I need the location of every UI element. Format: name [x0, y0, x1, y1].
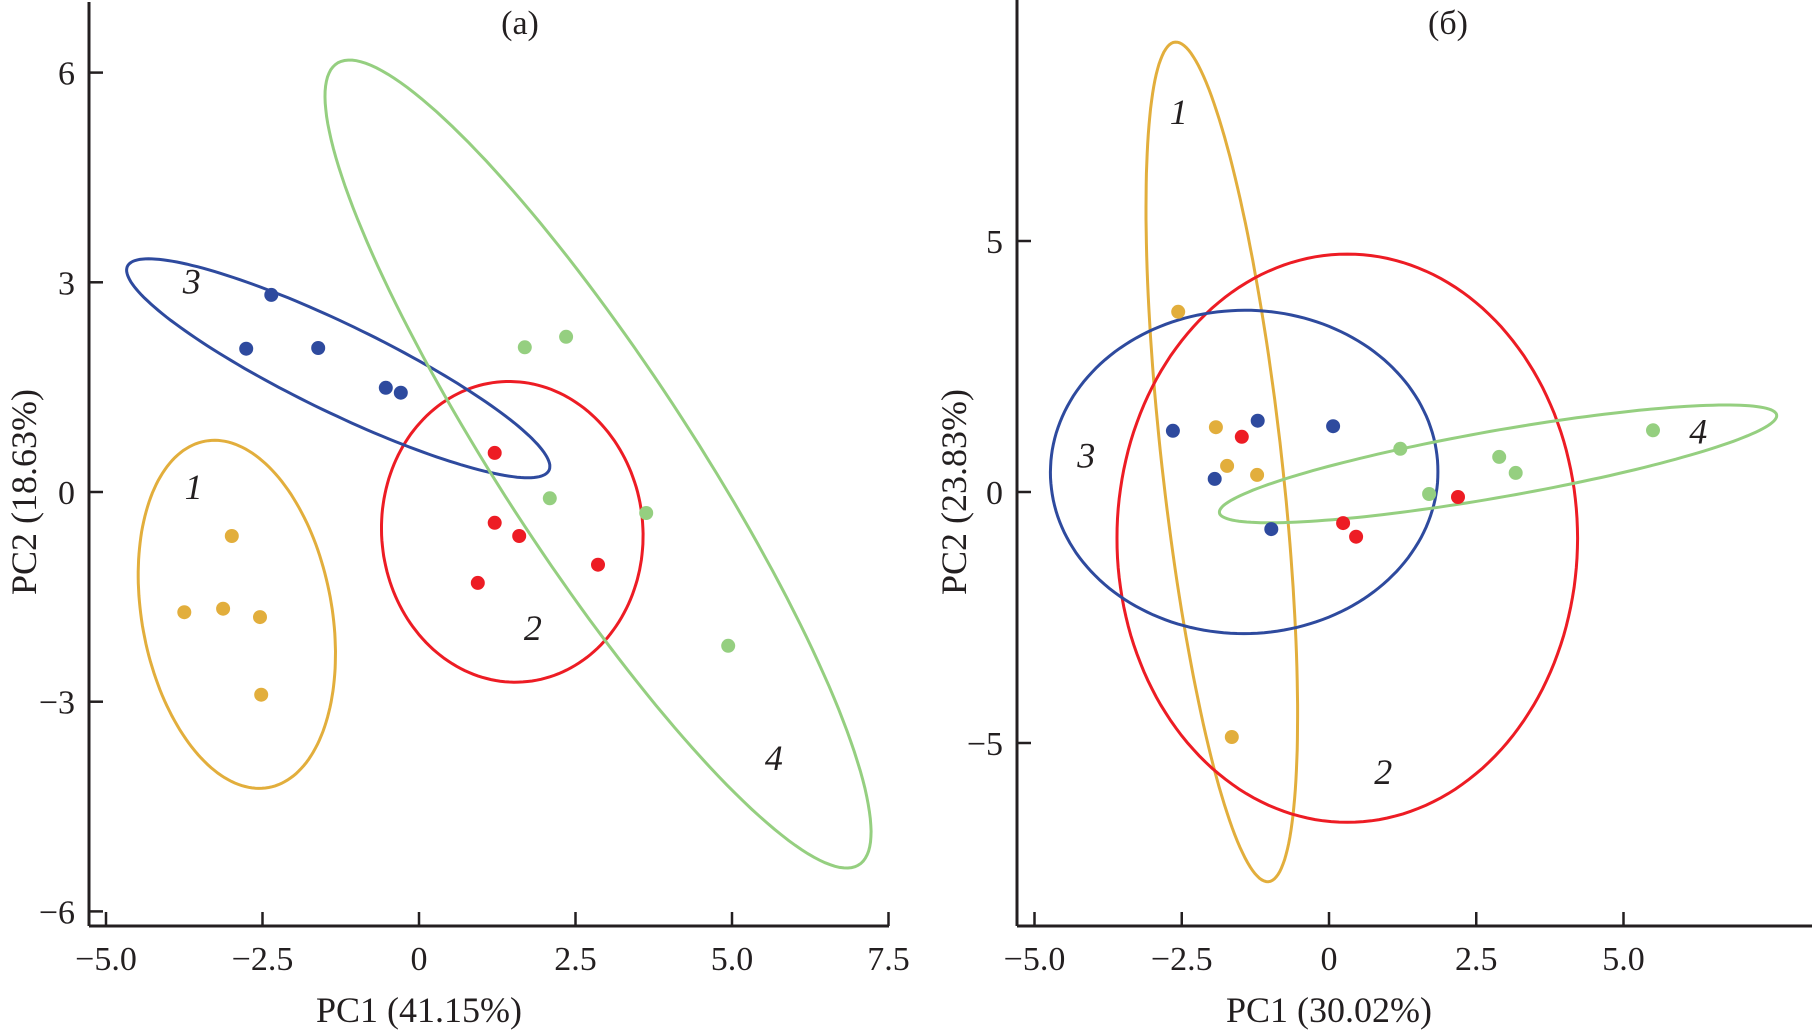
x-tick-label: 0	[1321, 941, 1338, 978]
y-tick-label: 0	[58, 475, 75, 512]
data-point-group-1	[216, 601, 231, 616]
data-point-group-4	[639, 506, 654, 520]
data-point-group-2	[470, 575, 485, 590]
y-tick-label: 3	[58, 265, 75, 302]
data-point-group-4	[517, 340, 532, 355]
panel-b-points	[1165, 304, 1660, 744]
data-point-group-1	[224, 529, 239, 543]
data-point-group-3	[393, 385, 408, 400]
panel-b-y-axis-title: PC2 (23.83%)	[934, 389, 974, 595]
data-point-group-4	[1508, 465, 1523, 480]
x-tick-label: 5.0	[1602, 941, 1645, 978]
data-point-group-3	[239, 341, 254, 356]
y-tick-label: 5	[986, 224, 1003, 261]
panel-a-x-axis-title: PC1 (41.15%)	[316, 990, 522, 1030]
data-point-group-2	[1234, 429, 1249, 444]
data-point-group-1	[1250, 467, 1265, 482]
panel-b-group-labels: 1 2 3 4	[1076, 92, 1707, 792]
x-tick-label: −2.5	[1151, 941, 1213, 978]
data-point-group-3	[1250, 413, 1265, 428]
data-point-group-2	[1336, 516, 1351, 531]
data-point-group-1	[254, 687, 269, 702]
group-label-4: 4	[1689, 412, 1707, 452]
data-point-group-3	[1326, 419, 1341, 434]
data-point-group-3	[378, 380, 393, 395]
x-tick-label: 0	[411, 941, 428, 978]
data-point-group-2	[487, 445, 502, 460]
group-label-1: 1	[185, 467, 203, 507]
data-point-group-1	[177, 605, 192, 620]
data-point-group-1	[1224, 730, 1239, 744]
x-tick-label: −5.0	[75, 941, 137, 978]
data-point-group-3	[311, 341, 326, 355]
confidence-ellipse-group-4	[323, 58, 873, 870]
group-label-3: 3	[182, 261, 201, 301]
data-point-group-4	[1492, 449, 1507, 464]
panel-a-ellipses	[125, 58, 873, 870]
data-point-group-1	[1171, 304, 1186, 319]
data-point-group-4	[1422, 487, 1437, 501]
y-tick-label: 6	[58, 56, 75, 93]
data-point-group-3	[264, 287, 279, 302]
data-point-group-2	[1451, 490, 1465, 504]
panel-b-title: (б)	[1428, 5, 1468, 42]
y-tick-label: 0	[986, 475, 1003, 512]
data-point-group-3	[1264, 522, 1279, 537]
group-label-1: 1	[1170, 92, 1188, 132]
data-point-group-2	[512, 529, 527, 543]
confidence-ellipse-group-4	[1217, 403, 1779, 525]
data-point-group-4	[1646, 423, 1660, 438]
panel-b-x-axis-title: PC1 (30.02%)	[1226, 990, 1432, 1030]
group-label-3: 3	[1076, 436, 1095, 476]
data-point-group-2	[591, 557, 605, 572]
y-tick-label: −5	[967, 726, 1003, 763]
data-point-group-1	[1208, 420, 1223, 435]
data-point-group-2	[1349, 529, 1364, 544]
data-point-group-4	[542, 491, 557, 506]
confidence-ellipse-group-3	[125, 257, 552, 480]
panel-a-group-labels: 1 2 3 4	[182, 261, 783, 778]
panel-b-ellipses	[1048, 40, 1779, 884]
panel-a-axes: −5.0 −2.5 0 2.5 5.0 7.5 6 3 0 −3 −6	[39, 2, 910, 978]
x-tick-label: −5.0	[1004, 941, 1066, 978]
x-tick-label: 2.5	[1455, 941, 1498, 978]
x-tick-label: 2.5	[554, 941, 597, 978]
panel-a-y-axis-title: PC2 (18.63%)	[4, 389, 44, 595]
confidence-ellipse-group-1	[1144, 40, 1300, 884]
group-label-4: 4	[765, 738, 783, 778]
confidence-ellipse-group-1	[136, 438, 338, 790]
group-label-2: 2	[1374, 752, 1392, 792]
confidence-ellipse-group-2	[1115, 252, 1580, 824]
confidence-ellipse-group-3	[1048, 308, 1440, 636]
data-point-group-2	[487, 515, 502, 530]
y-tick-label: −3	[39, 685, 75, 722]
panel-a-points	[177, 287, 736, 702]
x-tick-label: 7.5	[867, 941, 910, 978]
data-point-group-3	[1207, 471, 1222, 486]
panel-a-title: (a)	[501, 5, 539, 42]
panel-b-axes: −5.0 −2.5 0 2.5 5.0 5 0 −5	[967, 0, 1812, 978]
data-point-group-1	[253, 610, 267, 625]
data-point-group-1	[1220, 458, 1235, 473]
data-point-group-4	[1393, 441, 1408, 456]
data-point-group-4	[559, 329, 574, 344]
data-point-group-4	[721, 638, 736, 653]
x-tick-label: −2.5	[232, 941, 294, 978]
group-label-2: 2	[524, 608, 542, 648]
y-tick-label: −6	[39, 894, 75, 931]
data-point-group-3	[1165, 423, 1180, 438]
x-tick-label: 5.0	[711, 941, 754, 978]
